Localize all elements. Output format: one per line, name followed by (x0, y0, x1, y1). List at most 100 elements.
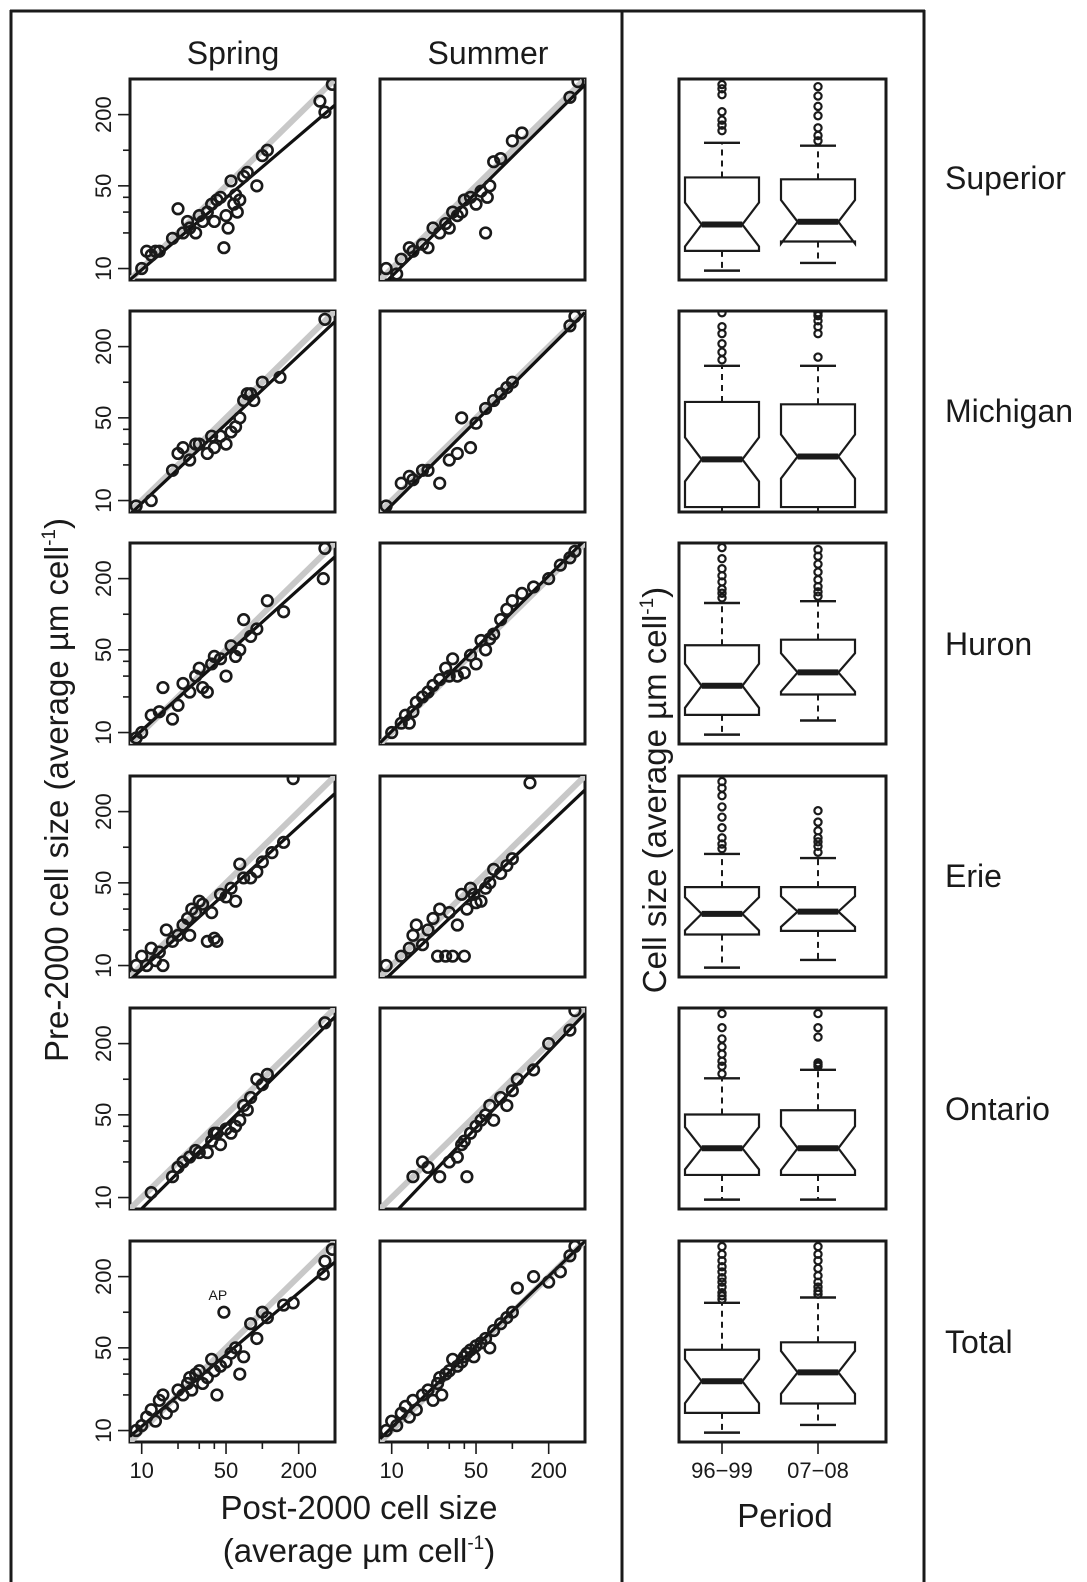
scatter-summer-total-point (568, 1241, 582, 1254)
scatter-spring-superior-y-tick-label: 50 (91, 174, 116, 198)
scatter-summer-superior-point (421, 241, 435, 255)
boxplot-superior-07-08-outlier (813, 101, 823, 112)
scatter-spring-michigan-point (165, 463, 180, 477)
scatter-summer-erie-one-to-one-line (380, 776, 585, 977)
box-y-axis-label-text: Cell size (average µm cell (636, 615, 673, 993)
boxplot-michigan-07-08-outlier (813, 352, 823, 362)
scatter-summer-michigan-point (394, 476, 408, 490)
scatter-spring-ontario-y-tick-label: 50 (91, 1103, 116, 1127)
scatter-summer-huron-point (478, 643, 493, 657)
scatter-spring-erie-point (207, 931, 221, 945)
scatter-summer-michigan-point (478, 401, 493, 416)
scatter-summer-huron-frame (378, 541, 587, 746)
scatter-spring-erie-point (159, 923, 173, 937)
scatter-spring-huron-y-tick-label: 200 (91, 560, 116, 597)
scatter-spring-superior-point (260, 143, 274, 157)
scatter-summer-michigan-plot-area (380, 311, 585, 512)
scatter-summer-ontario-panel (378, 1006, 587, 1211)
boxplot-erie-07-08-outlier (813, 847, 823, 857)
scatter-summer-michigan-point (402, 469, 416, 483)
scatter-summer-ontario-point (494, 1090, 508, 1105)
boxplot-ontario-07-08-outlier (813, 1058, 823, 1068)
scatter-spring-huron-point (277, 605, 291, 619)
lake-label-total: Total (945, 1324, 1013, 1360)
scatter-summer-total-point (487, 1323, 501, 1338)
scatter-spring-total-y-tick-label: 10 (91, 1418, 116, 1442)
scatter-spring-huron-panel: 10 50 200 (91, 541, 337, 746)
scatter-spring-total-x-tick-label: 50 (214, 1458, 238, 1483)
box-y-axis-label: Cell size (average µm cell-1) (636, 587, 673, 993)
boxplot-huron-07-08-outlier (813, 591, 823, 601)
boxplot-huron-panel (677, 541, 888, 746)
scatter-spring-total-point (200, 1371, 214, 1385)
scatter-spring-superior-point (152, 244, 166, 258)
scatter-summer-ontario-point (457, 1134, 471, 1148)
scatter-spring-michigan-one-to-one-line (130, 311, 335, 512)
scatter-summer-huron-point (450, 669, 464, 683)
boxplot-ontario-07-08-outlier (813, 1023, 823, 1033)
scatter-summer-total-point (402, 1410, 416, 1424)
boxplot-ontario-plot-area (683, 1008, 857, 1201)
scatter-summer-total-x-tick-label: 200 (530, 1458, 567, 1483)
scatter-summer-ontario-point (563, 1023, 577, 1037)
scatter-summer-huron-point (442, 669, 456, 683)
boxplot-superior-96-99-outlier (717, 115, 727, 125)
scatter-summer-ontario-point (421, 1160, 435, 1174)
box-x-axis-label: Period (737, 1497, 832, 1534)
boxplot-ontario-96-99-outlier (717, 1008, 727, 1019)
scatter-spring-ontario-plot-area (130, 1008, 335, 1209)
scatter-summer-ontario-point (542, 1037, 556, 1051)
scatter-spring-total-frame (128, 1239, 337, 1444)
scatter-summer-total-point (553, 1265, 567, 1279)
scatter-spring-huron-y-tick-label: 10 (91, 720, 116, 744)
scatter-summer-michigan-point (442, 453, 456, 467)
scatter-summer-erie-point (474, 894, 488, 908)
boxplot-huron-96-99-outlier (717, 588, 727, 598)
scatter-spring-erie-point (250, 865, 264, 879)
scatter-summer-total-x-tick-label: 10 (379, 1458, 403, 1483)
scatter-spring-ontario-y-tick-label: 10 (91, 1185, 116, 1209)
boxplot-superior-07-08-box (779, 178, 857, 247)
scatter-summer-huron-point (505, 594, 519, 608)
scatter-summer-superior-point (406, 244, 420, 258)
boxplot-total-96-99-outlier (717, 1288, 727, 1298)
scatter-spring-erie-point (156, 958, 170, 973)
scatter-summer-superior-point (478, 226, 493, 240)
scatter-spring-total-point (185, 1383, 199, 1397)
boxplot-huron-96-99-outlier (717, 564, 727, 574)
boxplot-huron-96-99-box (683, 644, 761, 716)
scatter-spring-ontario-one-to-one-line (130, 1008, 335, 1209)
boxplot-total-07-08-outlier (813, 1286, 823, 1296)
scatter-summer-erie-point (523, 776, 537, 790)
scatter-spring-ontario-point (144, 1186, 158, 1200)
scatter-spring-michigan-point (244, 387, 258, 401)
boxplot-erie-96-99-outlier (717, 823, 727, 833)
scatter-spring-total-point (233, 1367, 247, 1381)
plots-layer: 10 50 200 10 50 200 10 50 200 10 50 200 10 50 200 10 50 2… (91, 77, 888, 1483)
scatter-summer-total-point (527, 1270, 541, 1284)
scatter-spring-ontario-y-tick-label: 200 (91, 1025, 116, 1062)
scatter-spring-huron-point (237, 613, 251, 627)
scatter-spring-superior-panel: 10 50 200 (91, 77, 337, 282)
boxplot-michigan-96-99-outlier (717, 322, 727, 332)
scatter-summer-erie-point (439, 949, 453, 963)
scatter-spring-erie-point (189, 906, 203, 920)
scatter-spring-huron-point (135, 725, 149, 740)
boxplot-erie-panel (677, 774, 888, 979)
scatter-summer-total-point (409, 1403, 423, 1417)
scatter-summer-erie-point (467, 887, 481, 901)
boxplot-superior-96-99-outlier (717, 84, 727, 94)
scatter-summer-superior-panel (378, 77, 587, 282)
scatter-spring-ontario-panel: 10 50 200 (91, 1006, 337, 1211)
scatter-spring-erie-point (265, 846, 279, 860)
scatter-spring-superior-point (325, 79, 335, 92)
scatter-spring-total-point (286, 1296, 300, 1310)
box-x-tick-label-96-99: 96−99 (691, 1458, 753, 1483)
scatter-spring-michigan-point (176, 441, 190, 455)
scatter-spring-total-point (228, 1341, 243, 1355)
scatter-summer-ontario-plot-area (380, 1008, 585, 1209)
scatter-summer-ontario-point (450, 1150, 464, 1164)
lake-label-huron: Huron (945, 626, 1032, 662)
scatter-spring-superior-y-tick-label: 10 (91, 256, 116, 280)
scatter-spring-ontario-point (213, 1138, 228, 1152)
